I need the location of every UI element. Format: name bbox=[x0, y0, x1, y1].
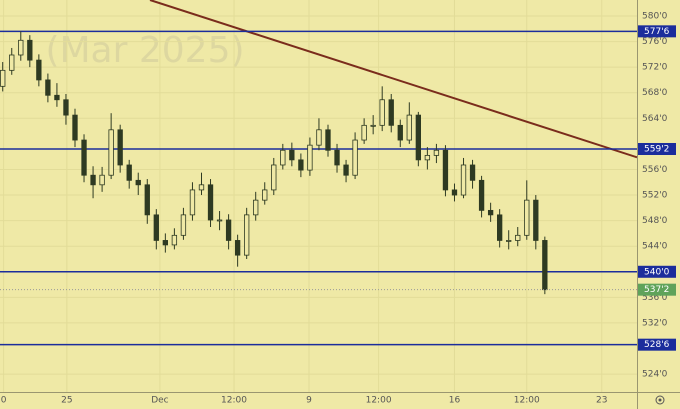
candle-body bbox=[469, 164, 476, 181]
candle-body bbox=[361, 124, 367, 141]
candle-body bbox=[271, 164, 277, 191]
level-label: 559'2 bbox=[644, 144, 669, 154]
candle-body bbox=[207, 184, 214, 221]
candle-body bbox=[524, 199, 530, 236]
y-tick-label: 580'0 bbox=[642, 11, 668, 21]
candle-body bbox=[280, 149, 286, 166]
x-tick-label: 0 bbox=[1, 396, 7, 406]
candle-body bbox=[36, 59, 42, 81]
candle-body bbox=[162, 240, 169, 246]
candle-body bbox=[515, 234, 521, 241]
candle-body bbox=[135, 179, 141, 186]
candle-body bbox=[234, 240, 241, 256]
trendline bbox=[149, 0, 638, 159]
candle-body bbox=[433, 149, 440, 156]
candle-body bbox=[506, 240, 512, 242]
x-tick-label: 25 bbox=[61, 396, 72, 406]
candle-body bbox=[289, 149, 295, 161]
candle-body bbox=[0, 69, 6, 87]
candle-body bbox=[244, 214, 250, 256]
candle-body bbox=[415, 114, 422, 161]
y-tick-label: 556'0 bbox=[642, 165, 668, 175]
candle-body bbox=[180, 214, 187, 236]
candle-body bbox=[262, 189, 268, 201]
last-price-label: 537'2 bbox=[644, 285, 669, 295]
candle-body bbox=[397, 124, 403, 141]
y-tick-label: 568'0 bbox=[642, 88, 668, 98]
candle-body bbox=[478, 179, 485, 211]
candle-body bbox=[316, 129, 322, 146]
level-label: 540'0 bbox=[644, 267, 670, 277]
y-tick-label: 544'0 bbox=[642, 242, 668, 252]
y-tick-label: 572'0 bbox=[642, 63, 668, 73]
candle-body bbox=[307, 144, 313, 171]
y-tick-label: 536'0 bbox=[642, 293, 668, 303]
x-tick-label: 12:00 bbox=[514, 396, 540, 406]
candle-body bbox=[63, 99, 69, 116]
level-badge bbox=[638, 25, 676, 38]
candle-body bbox=[460, 164, 467, 196]
candle-body bbox=[99, 174, 105, 186]
candle-body bbox=[117, 129, 123, 166]
candle-body bbox=[27, 39, 33, 61]
candle-body bbox=[379, 99, 385, 126]
candle-body bbox=[542, 240, 548, 291]
candle-body bbox=[406, 114, 412, 141]
y-tick-label: 532'0 bbox=[642, 318, 668, 328]
x-tick-label: Dec bbox=[151, 396, 168, 406]
y-tick-label: 576'0 bbox=[642, 37, 668, 47]
candle-body bbox=[487, 209, 494, 216]
x-tick-label: 12:00 bbox=[221, 396, 247, 406]
y-tick-label: 552'0 bbox=[642, 191, 668, 201]
candle-body bbox=[108, 129, 114, 176]
candle-body bbox=[54, 94, 60, 101]
candle-body bbox=[72, 114, 78, 141]
candle-body bbox=[451, 189, 458, 196]
candle-body bbox=[126, 164, 132, 181]
candle-body bbox=[253, 199, 259, 216]
candle-body bbox=[343, 164, 349, 176]
candle-body bbox=[325, 129, 331, 151]
level-label: 528'6 bbox=[644, 340, 670, 350]
candle-body bbox=[225, 219, 232, 241]
watermark: (Mar 2025) bbox=[45, 30, 244, 71]
candle-body bbox=[352, 139, 358, 176]
candle-body bbox=[81, 139, 87, 176]
candle-body bbox=[533, 199, 539, 241]
candle-body bbox=[153, 214, 159, 241]
candle-body bbox=[189, 189, 196, 216]
candle-body bbox=[370, 124, 376, 127]
x-tick-label: 23 bbox=[596, 396, 607, 406]
candle-body bbox=[216, 219, 223, 222]
candle-body bbox=[144, 184, 150, 216]
candle-body bbox=[90, 174, 96, 186]
level-badge bbox=[638, 265, 676, 278]
last-price-badge bbox=[638, 283, 676, 296]
level-label: 577'6 bbox=[644, 27, 670, 37]
candle-body bbox=[497, 214, 503, 241]
candle-body bbox=[334, 149, 340, 166]
candle-body bbox=[388, 99, 394, 126]
x-tick-label: 16 bbox=[449, 396, 461, 406]
candle-body bbox=[424, 154, 431, 161]
candle-body bbox=[298, 159, 304, 171]
y-tick-label: 524'0 bbox=[642, 370, 668, 380]
x-tick-label: 12:00 bbox=[366, 396, 392, 406]
settings-icon[interactable] bbox=[655, 395, 665, 405]
y-tick-label: 564'0 bbox=[642, 114, 668, 124]
x-tick-label: 9 bbox=[306, 396, 312, 406]
candle-body bbox=[45, 79, 51, 96]
y-tick-label: 548'0 bbox=[642, 216, 668, 226]
candle-body bbox=[442, 149, 449, 191]
level-badge bbox=[638, 142, 676, 155]
candle-body bbox=[198, 184, 205, 191]
candle-body bbox=[18, 39, 24, 56]
candle-body bbox=[9, 54, 15, 71]
candle-body bbox=[171, 234, 178, 246]
level-badge bbox=[638, 338, 676, 351]
